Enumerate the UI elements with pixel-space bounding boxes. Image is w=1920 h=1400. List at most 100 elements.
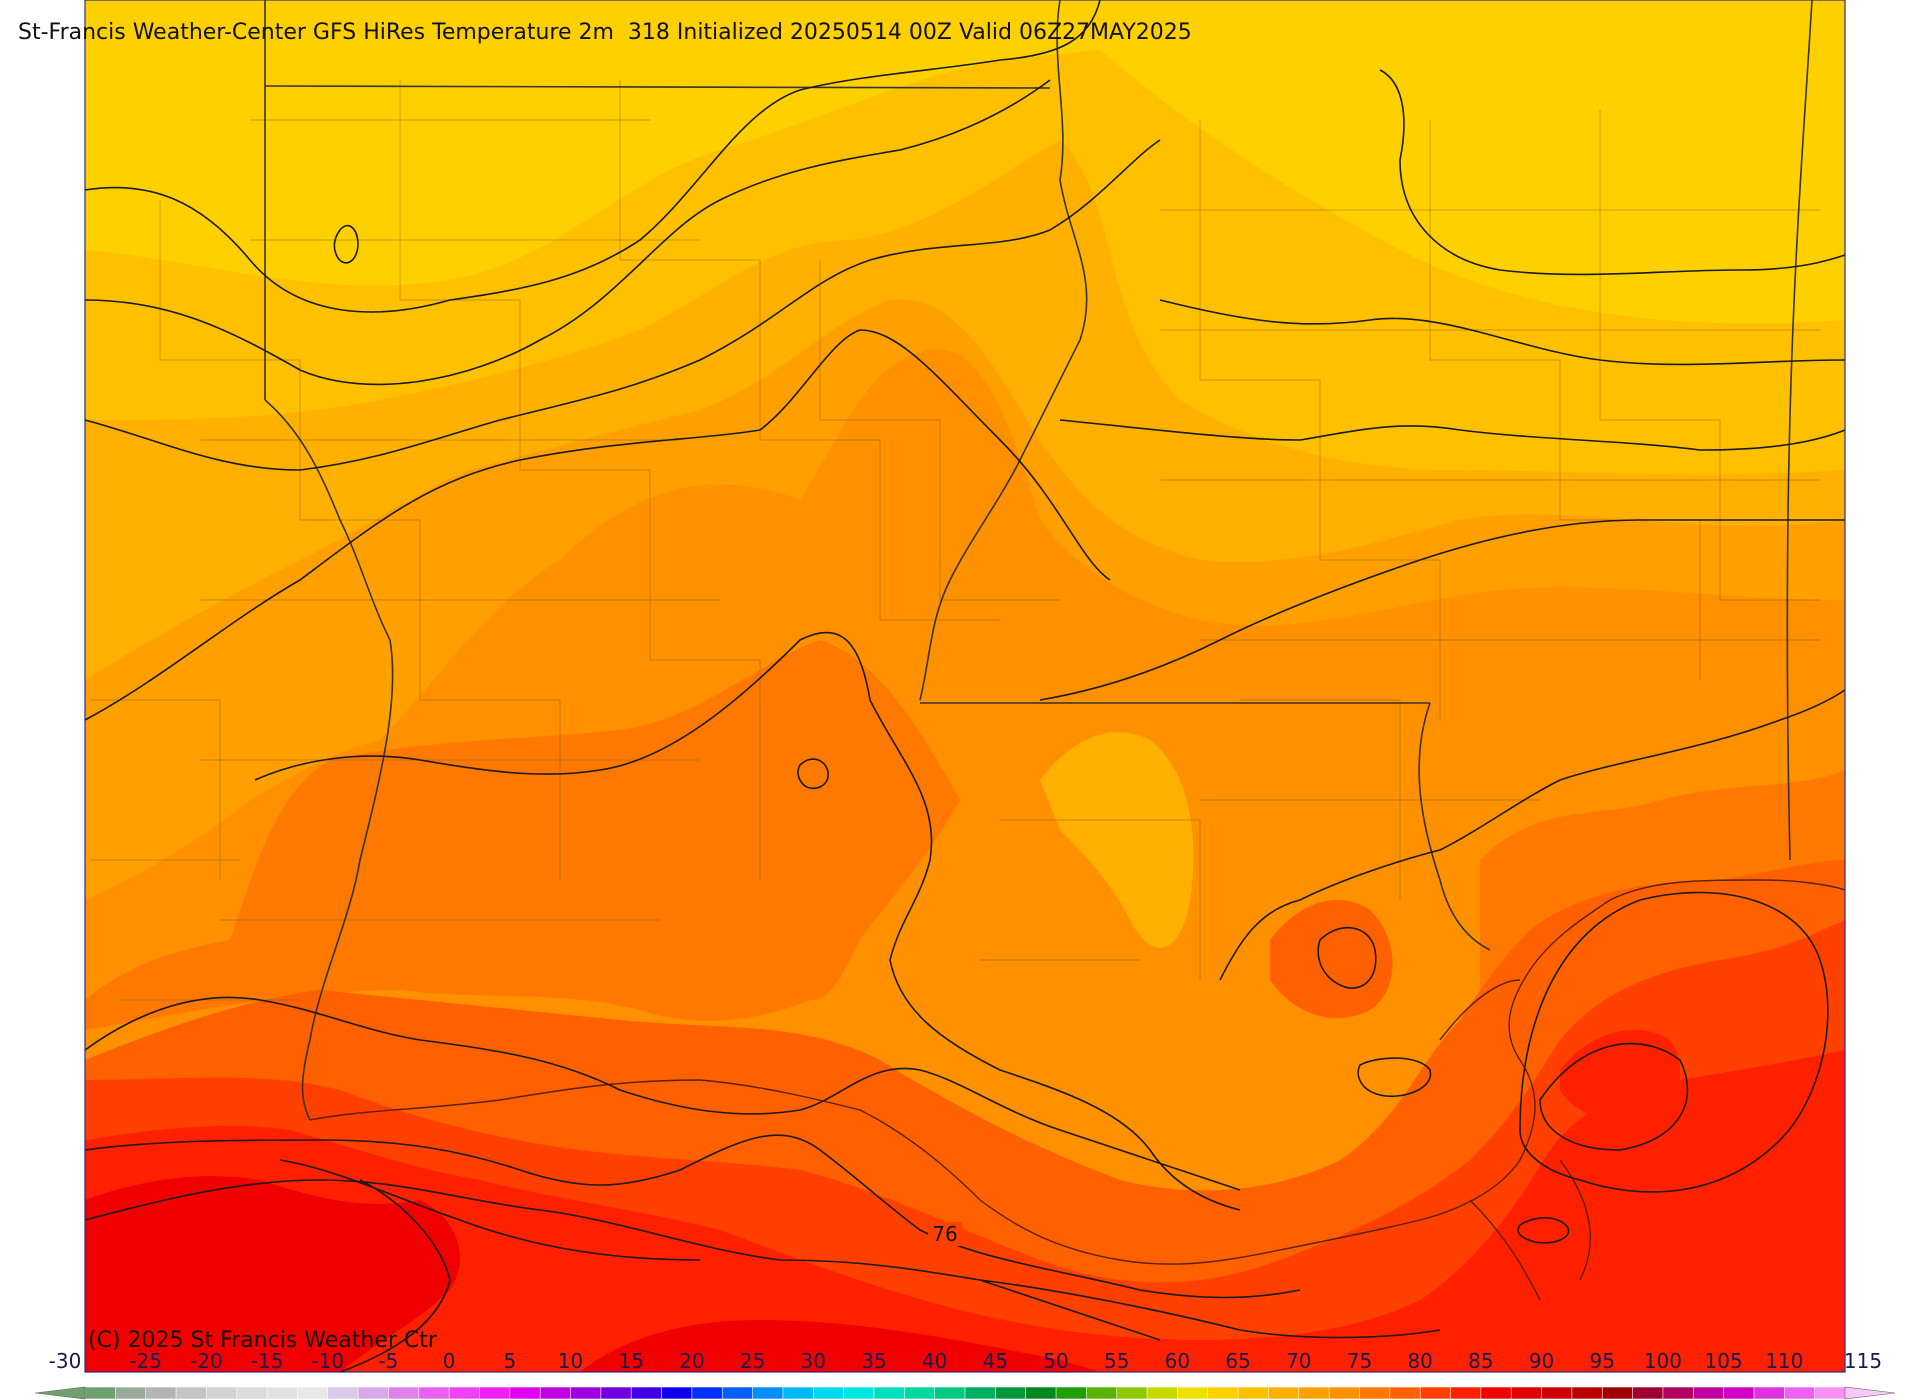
- colorbar-cell: [297, 1386, 329, 1400]
- colorbar-tick-label: 110: [1765, 1349, 1803, 1373]
- isotherm-4: [84, 329, 1111, 721]
- contour-label-group: 76: [928, 1222, 962, 1246]
- colorbar-cell: [934, 1386, 966, 1400]
- colorbar-cell: [1753, 1386, 1786, 1400]
- isotherm-west-loop: [339, 1179, 451, 1373]
- colorbar-tick-label: 95: [1590, 1349, 1615, 1373]
- isotherm-east-5: [1219, 689, 1846, 981]
- isotherm-east-2: [1159, 299, 1846, 366]
- colorbar-cell: [1086, 1386, 1118, 1400]
- colorbar-tick-label: 15: [618, 1349, 643, 1373]
- isotherm-7: [84, 1134, 1301, 1299]
- colorbar-cell: [600, 1386, 633, 1400]
- colorbar-cell: [691, 1386, 724, 1400]
- isotherm-contours: [84, 0, 1846, 1373]
- colorbar-cell: [236, 1386, 268, 1400]
- colorbar-cell: [1601, 1386, 1634, 1400]
- colorbar-cell: [1723, 1386, 1755, 1400]
- colorbar-tick-label: 100: [1644, 1349, 1682, 1373]
- isotherm-76: [279, 1159, 1161, 1341]
- colorbar-cell: [1419, 1386, 1452, 1400]
- colorbar-cell: [1662, 1386, 1695, 1400]
- colorbar-cell: [266, 1386, 299, 1400]
- band-75-dome: [1270, 900, 1393, 1019]
- arkansas-north-line: [264, 85, 1051, 89]
- isotherm-closed-small-4: [333, 224, 359, 264]
- colorbar-cell: [479, 1386, 511, 1400]
- colorbar-tick-label: 60: [1165, 1349, 1190, 1373]
- colorbar-tick-label: -20: [190, 1349, 223, 1373]
- colorbar-cell: [84, 1386, 117, 1400]
- colorbar-cell: [1207, 1386, 1239, 1400]
- isotherm-closed-small-2: [1357, 1057, 1432, 1097]
- colorbar-tick-label: 50: [1043, 1349, 1068, 1373]
- colorbar-cell: [782, 1386, 815, 1400]
- colorbar-cell: [1116, 1386, 1148, 1400]
- isotherm-6: [84, 996, 1241, 1191]
- isotherm-5: [254, 631, 1241, 1211]
- colorbar-tick-label: -5: [378, 1349, 398, 1373]
- isotherm-1: [84, 0, 1101, 313]
- colorbar-cell: [1298, 1386, 1330, 1400]
- isotherm-east-top: [1379, 69, 1846, 276]
- colorbar-tick-label: 65: [1225, 1349, 1250, 1373]
- colorbar-cell: [115, 1386, 147, 1400]
- colorbar-tick-label: 5: [503, 1349, 516, 1373]
- coastline: [309, 879, 1846, 1301]
- alabama-georgia-line: [1786, 0, 1813, 861]
- colorbar-tick-labels: -30 -25 -20 -15 -10 -5 0 5 10 15 20 25 30 35 40 45 50 55 6…: [49, 1349, 1882, 1373]
- colorbar-cell: [539, 1386, 572, 1400]
- colorbar-cell: [721, 1386, 754, 1400]
- map-border: [84, 0, 1846, 1373]
- colorbar-cell: [1268, 1386, 1300, 1400]
- isotherm-east-4: [1039, 519, 1845, 701]
- colorbar-tick-label: 105: [1705, 1349, 1743, 1373]
- isotherm-3: [84, 139, 1161, 471]
- colorbar-cell: [1359, 1386, 1391, 1400]
- colorbar-cell: [327, 1386, 359, 1400]
- isotherm-closed-small-5: [1517, 1217, 1570, 1244]
- colorbar-left-arrow: [34, 1386, 86, 1400]
- colorbar-tick-label: -25: [129, 1349, 162, 1373]
- contour-label: 76: [932, 1222, 957, 1246]
- colorbar-tick-label: 40: [922, 1349, 947, 1373]
- colorbar-tick-label: 10: [558, 1349, 583, 1373]
- colorbar-cell: [1784, 1386, 1816, 1400]
- colorbar-cell: [843, 1386, 875, 1400]
- mississippi-river: [919, 0, 1088, 701]
- sabine-river: [301, 639, 394, 1121]
- colorbar-cell: [964, 1386, 997, 1400]
- band-72: [85, 640, 960, 1030]
- colorbar-tick-label: 70: [1286, 1349, 1311, 1373]
- colorbar-cell: [1146, 1386, 1179, 1400]
- county-lines: [90, 80, 1820, 1001]
- colorbar-cell: [448, 1386, 481, 1400]
- colorbar-tick-label: -10: [311, 1349, 344, 1373]
- colorbar-tick-label: 0: [443, 1349, 456, 1373]
- colorbar-cell: [995, 1386, 1027, 1400]
- colorbar-cell: [1177, 1386, 1209, 1400]
- colorbar-cells: [34, 1386, 1896, 1400]
- colorbar-cell: [1692, 1386, 1725, 1400]
- isotherm-closed-small-3: [797, 758, 829, 790]
- map-title: St-Francis Weather-Center GFS HiRes Temp…: [18, 20, 1192, 45]
- isotherm-8: [84, 1179, 1441, 1339]
- colorbar-cell: [357, 1386, 390, 1400]
- colorbar-cell: [570, 1386, 602, 1400]
- colorbar-tick-label: 85: [1468, 1349, 1493, 1373]
- colorbar-tick-label: 35: [861, 1349, 886, 1373]
- colorbar-cell: [1237, 1386, 1270, 1400]
- isotherm-2: [84, 79, 1051, 386]
- band-82-south: [580, 1320, 1100, 1372]
- colorbar-tick-label: 45: [983, 1349, 1008, 1373]
- colorbar-tick-label: -15: [251, 1349, 284, 1373]
- colorbar-cell: [1814, 1386, 1846, 1400]
- colorbar-tick-label: 55: [1104, 1349, 1129, 1373]
- colorbar-cell: [661, 1386, 693, 1400]
- colorbar-cell: [1480, 1386, 1513, 1400]
- colorbar-tick-label: 75: [1347, 1349, 1372, 1373]
- red-river: [264, 399, 391, 641]
- colorbar-tick-label: -30: [49, 1349, 82, 1373]
- colorbar-cell: [904, 1386, 936, 1400]
